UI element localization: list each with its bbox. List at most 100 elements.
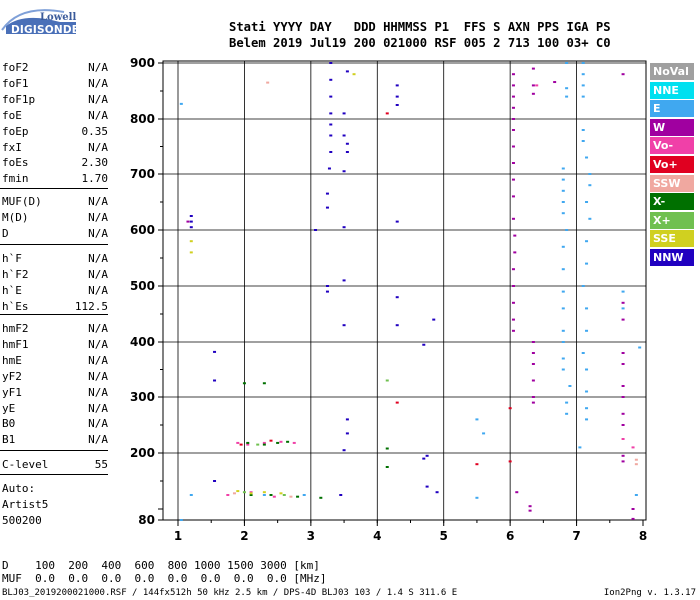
param-name: h`E xyxy=(2,283,22,297)
param-row: B1 N/A xyxy=(2,433,108,447)
echo-point xyxy=(561,167,565,170)
echo-point xyxy=(269,494,273,496)
echo-point xyxy=(345,432,349,435)
echo-point xyxy=(342,279,346,282)
echo-point xyxy=(236,490,240,493)
echo-point xyxy=(232,492,236,495)
param-name: h`F xyxy=(2,252,22,265)
param-value: N/A xyxy=(88,267,108,281)
x-tick-label: 4 xyxy=(373,529,381,543)
plot-frame xyxy=(162,60,647,521)
echo-point xyxy=(531,67,535,70)
clevel-name: C-level xyxy=(2,458,49,471)
echo-point xyxy=(239,443,243,446)
autoscaling-info: 500200 xyxy=(2,514,42,527)
echo-point xyxy=(266,81,270,84)
echo-point xyxy=(511,106,515,109)
echo-point xyxy=(561,178,565,181)
echo-point xyxy=(395,324,399,327)
echo-point xyxy=(242,382,246,385)
echo-point xyxy=(236,441,240,444)
x-tick-label: 2 xyxy=(240,529,248,543)
echo-point xyxy=(511,195,515,198)
y-tick-label: 900 xyxy=(130,56,155,70)
echo-point xyxy=(179,102,183,105)
echo-point xyxy=(561,212,565,215)
echo-point xyxy=(296,495,300,498)
param-value: N/A xyxy=(88,283,108,297)
echo-point xyxy=(621,352,625,354)
y-tick-label: 400 xyxy=(130,335,155,349)
echo-point xyxy=(621,424,625,426)
echo-point xyxy=(531,363,535,365)
echo-point xyxy=(262,382,266,385)
clevel-value: 55 xyxy=(94,458,108,471)
param-name: foEs xyxy=(2,156,29,170)
echo-point xyxy=(385,112,389,115)
param-separator xyxy=(0,450,108,451)
echo-point xyxy=(329,78,333,81)
legend-item: NNW xyxy=(650,249,694,266)
echo-point xyxy=(262,441,266,444)
echo-point xyxy=(325,206,329,209)
echo-point xyxy=(189,226,193,229)
echo-point xyxy=(565,87,569,90)
echo-point xyxy=(634,458,638,461)
clevel-row: C-level 55 xyxy=(2,458,108,472)
param-row: yF2 N/A xyxy=(2,370,108,384)
param-name: MUF(D) xyxy=(2,195,42,208)
echo-point xyxy=(292,441,296,444)
echo-point xyxy=(256,443,260,446)
echo-point xyxy=(342,112,346,115)
param-name: yF2 xyxy=(2,369,22,383)
y-tick-label: 80 xyxy=(138,513,155,527)
param-name: h`F2 xyxy=(2,267,29,281)
echo-point xyxy=(585,201,589,203)
echo-point xyxy=(561,245,565,248)
echo-point xyxy=(621,460,625,463)
param-name: yE xyxy=(2,401,16,415)
param-row: D N/A xyxy=(2,227,108,241)
echo-point xyxy=(189,220,193,223)
echo-point xyxy=(621,301,625,304)
echo-point xyxy=(561,368,565,371)
echo-point xyxy=(511,145,515,148)
echo-point xyxy=(262,491,266,494)
echo-point xyxy=(578,446,582,449)
echo-point xyxy=(329,112,333,115)
echo-point xyxy=(511,329,515,332)
y-tick-label: 300 xyxy=(130,390,155,404)
echo-point xyxy=(242,491,246,494)
echo-point xyxy=(621,412,625,415)
param-value: N/A xyxy=(88,401,108,415)
echo-point xyxy=(631,517,635,520)
echo-point xyxy=(561,201,565,203)
param-value: N/A xyxy=(88,353,108,367)
muf-row: MUF 0.0 0.0 0.0 0.0 0.0 0.0 0.0 0.0 [MHz… xyxy=(2,572,327,585)
echo-point xyxy=(631,508,635,510)
echo-point xyxy=(385,447,389,450)
echo-point xyxy=(531,379,535,382)
param-row: foF1p N/A xyxy=(2,93,108,107)
echo-point xyxy=(511,129,515,131)
y-tick-label: 500 xyxy=(130,279,155,293)
echo-point xyxy=(565,401,569,404)
echo-point xyxy=(395,401,399,404)
echo-point xyxy=(249,494,253,496)
echo-point xyxy=(585,418,589,421)
echo-point xyxy=(189,251,193,254)
param-value: N/A xyxy=(88,322,108,335)
legend-item: NoVal xyxy=(650,63,694,80)
echo-point xyxy=(352,73,356,76)
echo-point xyxy=(329,134,333,137)
param-value: N/A xyxy=(88,252,108,265)
echo-point xyxy=(535,84,539,87)
x-tick-label: 5 xyxy=(440,529,448,543)
logo-text-lowell: Lowell xyxy=(40,12,77,23)
echo-point xyxy=(511,118,515,120)
param-row: foEp 0.35 xyxy=(2,125,108,139)
echo-point xyxy=(269,439,273,442)
echo-point xyxy=(581,129,585,131)
echo-point xyxy=(395,104,399,106)
echo-point xyxy=(279,440,283,443)
